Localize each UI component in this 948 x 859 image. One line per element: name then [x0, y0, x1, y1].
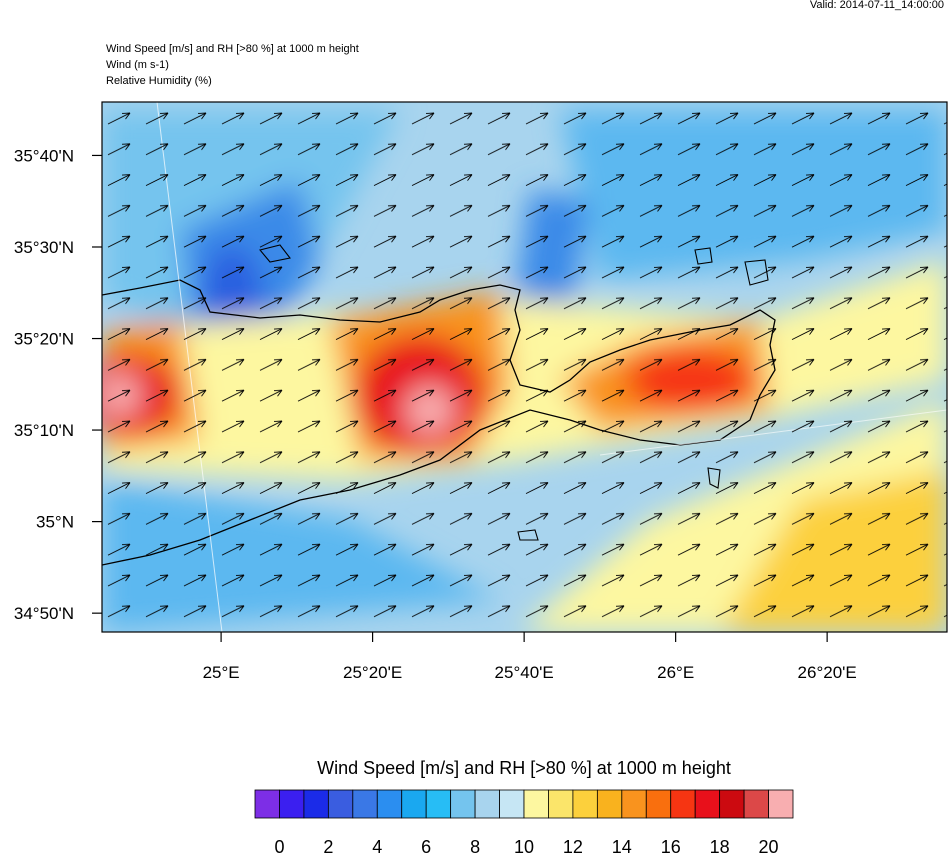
header-line: Relative Humidity (%) [106, 75, 212, 87]
colorbar-label: 6 [421, 837, 431, 854]
colorbar-box [743, 789, 769, 819]
lon-label: 26°E [657, 663, 694, 682]
colorbar-box [621, 789, 647, 819]
lon-label: 25°20'E [343, 663, 402, 682]
colorbar-box [719, 789, 745, 819]
map-field [102, 102, 947, 632]
colorbar-box [376, 789, 403, 819]
lat-label: 35°20'N [14, 330, 74, 349]
lon-label: 26°20'E [798, 663, 857, 682]
colorbar-box [694, 789, 721, 819]
colorbar-label: 2 [323, 837, 333, 854]
header-line: Wind Speed [m/s] and RH [>80 %] at 1000 … [106, 43, 359, 55]
colorbar-box [596, 789, 623, 819]
lat-label: 35°30'N [14, 238, 74, 257]
lat-label: 35°40'N [14, 146, 74, 165]
colorbar-box [768, 789, 794, 819]
colorbar-label: 0 [274, 837, 284, 854]
lon-label: 25°E [203, 663, 240, 682]
header-line: Wind (m s-1) [106, 59, 169, 71]
colorbar-box [401, 789, 427, 819]
colorbar-label: 8 [470, 837, 480, 854]
colorbar-box [670, 789, 696, 819]
colorbar-label: 16 [661, 837, 681, 854]
colorbar-box [450, 789, 476, 819]
colorbar-box [352, 789, 378, 819]
lon-label: 25°40'E [495, 663, 554, 682]
colorbar-box [425, 789, 452, 819]
lat-label: 35°N [36, 513, 74, 532]
colorbar-box [254, 789, 280, 819]
lat-label: 34°50'N [14, 604, 74, 623]
colorbar-box [548, 789, 574, 819]
colorbar-box [474, 789, 500, 819]
colorbar-box [645, 789, 672, 819]
colorbar-title: Wind Speed [m/s] and RH [>80 %] at 1000 … [317, 758, 731, 778]
colorbar-box [279, 789, 305, 819]
colorbar-box [327, 789, 354, 819]
colorbar-box [303, 789, 329, 819]
colorbar-box [499, 789, 525, 819]
colorbar-label: 4 [372, 837, 382, 854]
colorbar-label: 14 [612, 837, 632, 854]
colorbar-box [572, 789, 598, 819]
colorbar-label: 18 [710, 837, 730, 854]
colorbar-box [523, 789, 549, 819]
lat-label: 35°10'N [14, 421, 74, 440]
colorbar-label: 10 [514, 837, 534, 854]
colorbar-label: 12 [563, 837, 583, 854]
colorbar-label: 20 [759, 837, 779, 854]
valid-time: Valid: 2014-07-11_14:00:00 [810, 0, 944, 11]
